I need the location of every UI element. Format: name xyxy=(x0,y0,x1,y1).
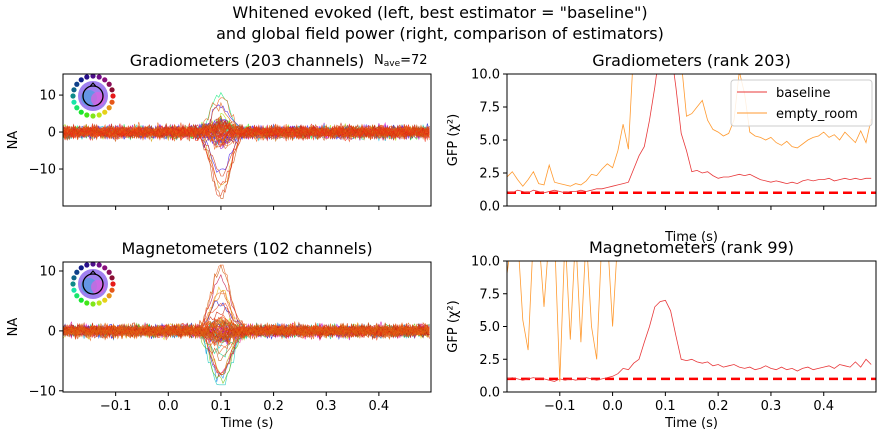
y-tick-label: 10 xyxy=(39,89,56,104)
y-tick-label: 0 xyxy=(48,126,56,141)
y-axis-label: GFP (χ²) xyxy=(446,300,461,352)
x-tick-label: 0.3 xyxy=(761,399,782,414)
legend-label-baseline: baseline xyxy=(776,86,830,101)
channel-trace xyxy=(63,324,430,343)
nave-label: Nave=72 xyxy=(374,53,428,69)
channel-trace xyxy=(63,123,430,186)
axes-frame xyxy=(62,73,432,207)
plot-area-1 xyxy=(507,74,876,195)
y-tick-label: −10 xyxy=(29,163,56,178)
legend: baseline empty_room xyxy=(730,79,873,127)
x-tick-label: 0.0 xyxy=(158,399,179,414)
x-tick-label: −0.1 xyxy=(100,399,132,414)
channel-trace xyxy=(63,322,430,341)
x-tick-label: 0.2 xyxy=(263,399,284,414)
x-tick-label: 0.4 xyxy=(813,399,834,414)
x-tick-label: 0.1 xyxy=(655,399,676,414)
x-tick-label: 0.1 xyxy=(211,399,232,414)
x-axis-label: Time (s) xyxy=(664,416,718,431)
sensor-layout-icon xyxy=(70,73,116,119)
x-tick-label: −0.1 xyxy=(544,399,576,414)
axes-title: Gradiometers (rank 203) xyxy=(592,51,791,70)
suptitle-line-1: Whitened evoked (left, best estimator = … xyxy=(232,3,647,22)
x-tick-label: 0.4 xyxy=(369,399,390,414)
channel-trace xyxy=(63,323,430,341)
series-baseline xyxy=(507,74,872,194)
axes-title: Magnetometers (rank 99) xyxy=(589,238,794,257)
y-tick-label: −10 xyxy=(29,384,56,399)
axes-frame xyxy=(506,260,877,393)
y-tick-label: 10.0 xyxy=(471,68,500,83)
axes-frame xyxy=(62,261,432,393)
y-tick-label: 0 xyxy=(48,324,56,339)
plot-area-2 xyxy=(63,263,430,386)
y-tick-label: 0.0 xyxy=(479,200,500,215)
x-tick-label: 0.0 xyxy=(602,399,623,414)
y-tick-label: 0.0 xyxy=(479,386,500,401)
y-tick-label: 10 xyxy=(39,264,56,279)
axes-title: Gradiometers (203 channels) xyxy=(130,51,364,70)
y-tick-label: 10.0 xyxy=(471,255,500,270)
x-axis-label: Time (s) xyxy=(664,230,718,245)
channel-trace xyxy=(63,124,430,199)
y-tick-label: 7.5 xyxy=(479,287,500,302)
y-tick-label: 7.5 xyxy=(479,101,500,116)
x-tick-label: 0.3 xyxy=(316,399,337,414)
channel-trace xyxy=(63,123,430,150)
y-tick-label: 5.0 xyxy=(479,134,500,149)
y-tick-label: 5.0 xyxy=(479,320,500,335)
axes-title: Magnetometers (102 channels) xyxy=(121,239,372,258)
series-baseline xyxy=(507,299,872,382)
y-tick-label: 2.5 xyxy=(479,353,500,368)
x-tick-label: 0.2 xyxy=(708,399,729,414)
plot-area-0 xyxy=(63,91,430,199)
y-axis-label: GFP (χ²) xyxy=(446,114,461,166)
y-axis-label: NA xyxy=(6,131,21,150)
series-empty_room xyxy=(507,74,872,187)
y-axis-label: NA xyxy=(6,318,21,337)
y-tick-label: 2.5 xyxy=(479,167,500,182)
sensor-layout-icon xyxy=(70,261,116,307)
suptitle-line-2: and global field power (right, compariso… xyxy=(216,24,664,43)
series-empty_room xyxy=(507,261,617,382)
plot-area-3 xyxy=(507,261,876,382)
legend-label-empty_room: empty_room xyxy=(776,107,858,122)
x-axis-label: Time (s) xyxy=(220,416,274,431)
